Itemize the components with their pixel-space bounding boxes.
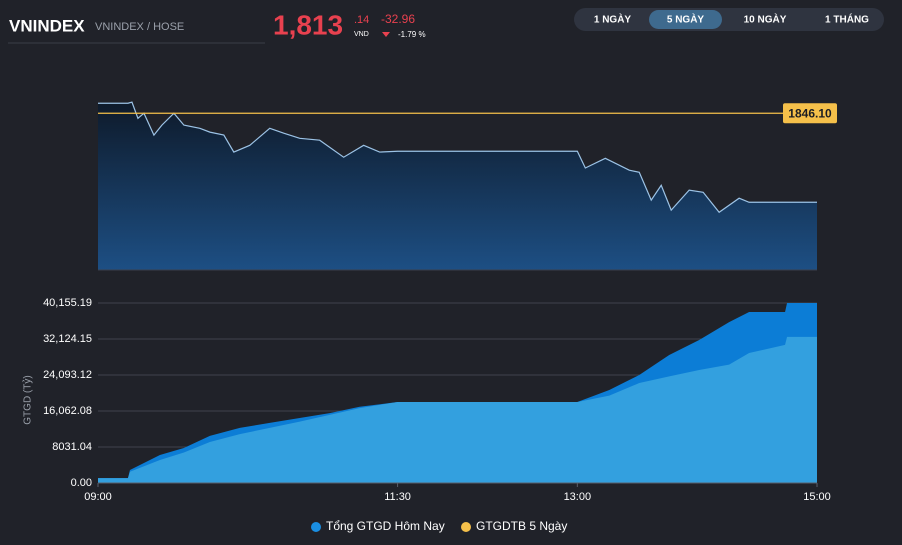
tab[interactable]: 1 THÁNG xyxy=(825,13,869,26)
price-unit: VND xyxy=(354,31,369,38)
price-change: -32.96 xyxy=(381,12,415,26)
y-axis-label: GTGD (Tỷ) xyxy=(22,375,34,424)
reference-badge xyxy=(783,103,837,124)
tabs: 1 NGÀY 5 NGÀY 10 NGÀY 1 THÁNG xyxy=(594,10,869,29)
tab-label: 5 NGÀY xyxy=(667,13,705,26)
y-tick-label: 40,155.19 xyxy=(43,297,92,309)
value-area xyxy=(98,336,817,483)
legend-dot xyxy=(461,522,471,532)
x-tick-label: 15:00 xyxy=(803,491,831,503)
x-tick-label: 09:00 xyxy=(84,491,112,503)
tab[interactable]: 5 NGÀY xyxy=(649,10,722,29)
index-subtitle: VNINDEX / HOSE xyxy=(95,21,184,33)
legend-label: Tổng GTGD Hôm Nay xyxy=(326,519,445,533)
y-tick-label: 8031.04 xyxy=(52,441,92,453)
tab-active-bg xyxy=(649,10,722,29)
legend-label: GTGDTB 5 Ngày xyxy=(476,519,567,533)
x-tick-label: 13:00 xyxy=(564,491,592,503)
x-tick-label: 11:30 xyxy=(384,491,411,503)
tab-label: 10 NGÀY xyxy=(744,13,787,26)
y-tick-label: 32,124.15 xyxy=(43,333,92,345)
price: 1,813 xyxy=(273,9,343,40)
price-area xyxy=(98,102,817,271)
tab[interactable]: 1 NGÀY xyxy=(594,13,632,26)
tab[interactable]: 10 NGÀY xyxy=(744,13,787,26)
price-decimal: .14 xyxy=(354,14,369,26)
index-title: VNINDEX xyxy=(9,16,85,35)
price-line xyxy=(98,101,817,214)
y-tick-label: 24,093.12 xyxy=(43,369,92,381)
tab-label: 1 NGÀY xyxy=(594,13,632,26)
down-arrow xyxy=(382,32,390,37)
price-chart: 1846.10 xyxy=(98,101,837,271)
price-change-percent: -1.79 % xyxy=(398,30,426,39)
tab-label: 1 THÁNG xyxy=(825,13,869,26)
legend-dot xyxy=(311,522,321,532)
value-chart: 0.00 8031.04 16,062.08 24,093.12 32,124.15 40… xyxy=(22,297,831,533)
y-tick-label: 0.00 xyxy=(71,477,92,489)
reference-label: 1846.10 xyxy=(788,106,832,120)
y-tick-label: 16,062.08 xyxy=(43,405,92,417)
